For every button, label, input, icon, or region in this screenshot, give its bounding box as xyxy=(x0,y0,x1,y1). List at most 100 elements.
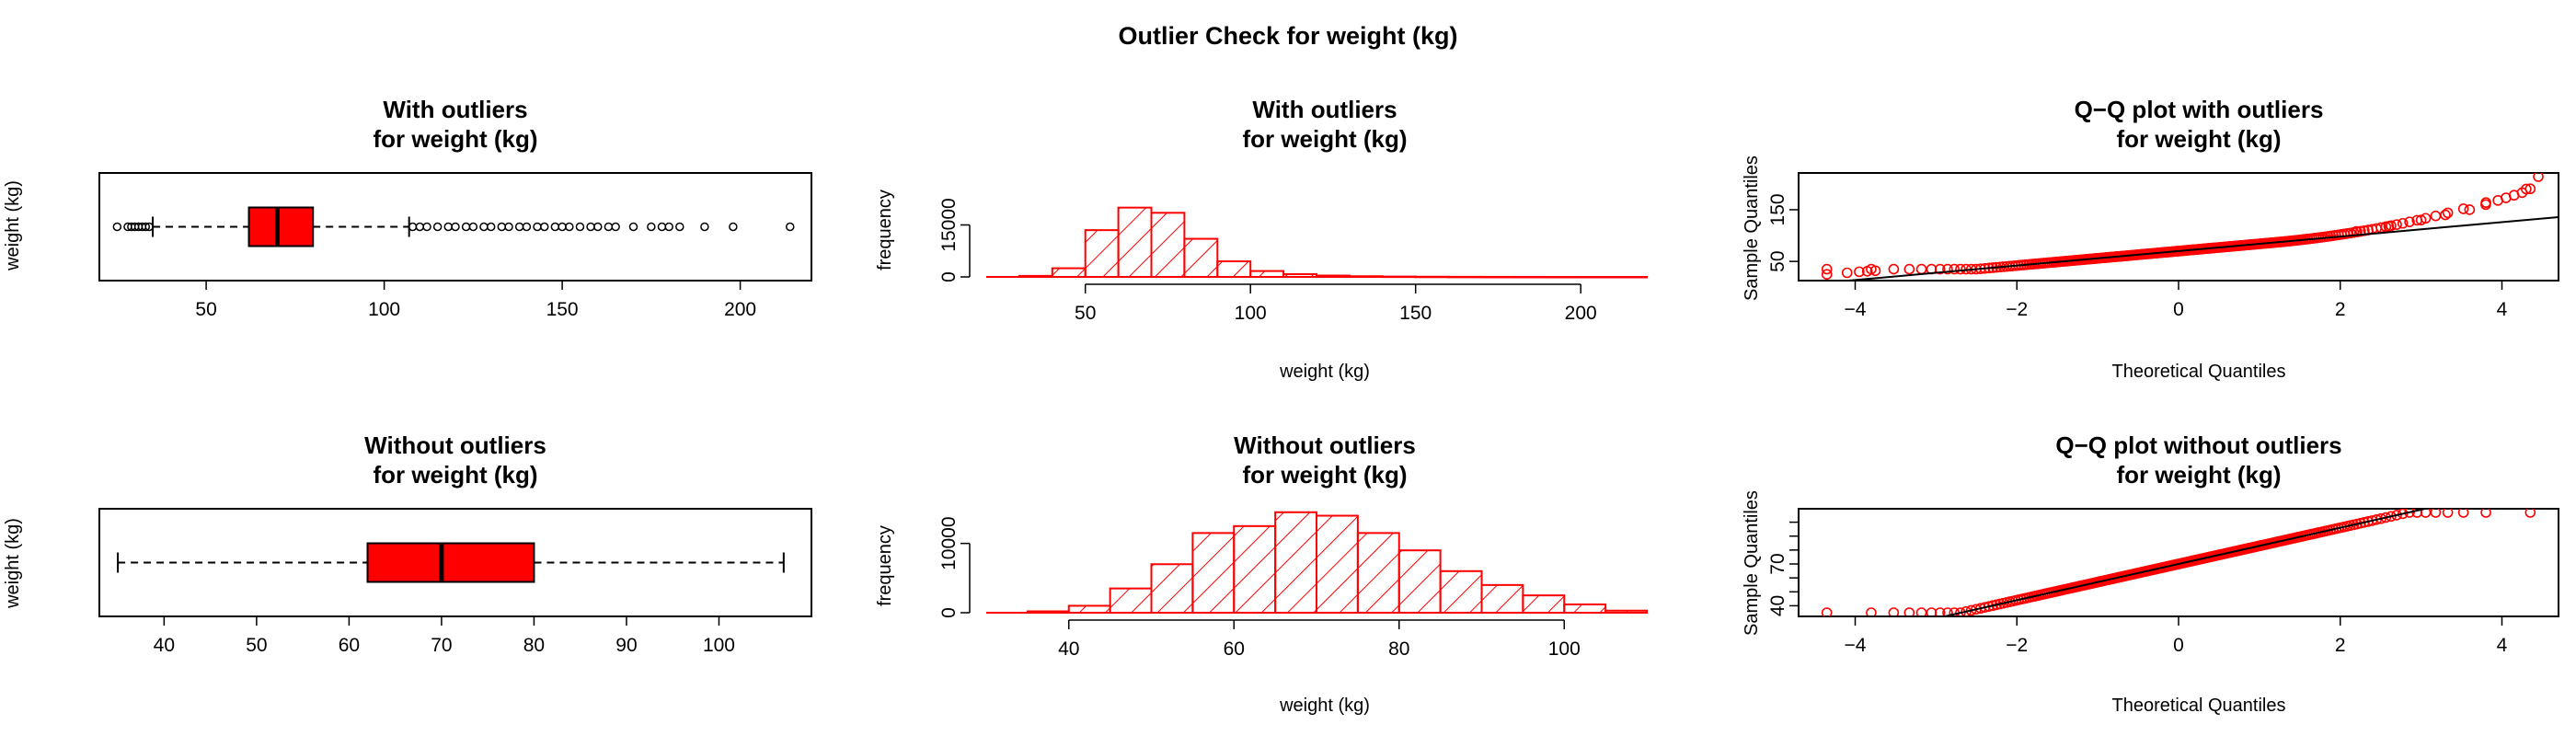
x-tick-label: 150 xyxy=(1399,303,1432,324)
x-tick-label: −4 xyxy=(1845,635,1867,656)
x-tick-label: 0 xyxy=(2173,299,2184,320)
histogram-bar xyxy=(1233,524,1277,614)
x-tick-label: −4 xyxy=(1845,299,1867,320)
histogram-bar xyxy=(1580,275,1616,279)
x-tick-label: 200 xyxy=(1565,303,1597,324)
qq-point xyxy=(2420,509,2432,518)
histogram-bar xyxy=(1348,275,1384,279)
x-tick-label: 80 xyxy=(1388,638,1409,660)
outlier-point xyxy=(575,222,585,232)
x-tick-label: 4 xyxy=(2497,635,2508,656)
panel-title-line1: With outliers xyxy=(1252,96,1397,123)
x-tick-label: 50 xyxy=(195,299,216,320)
panel-title-line1: Q−Q plot with outliers xyxy=(2075,96,2324,123)
outlier-point xyxy=(408,222,418,232)
qq-point xyxy=(1854,266,1865,278)
qq-point xyxy=(1821,269,1833,280)
qq-point xyxy=(2355,225,2366,237)
histogram-bar xyxy=(1563,603,1607,615)
boxplot-marks xyxy=(117,542,785,583)
qq-point xyxy=(2383,221,2395,232)
qq-point xyxy=(2521,183,2532,195)
qq-point xyxy=(1869,265,1881,277)
outlier-point xyxy=(664,222,673,232)
outlier-point xyxy=(415,222,425,232)
outlier-point xyxy=(647,222,656,232)
qq-point xyxy=(1942,263,1953,275)
panel-title-line1: Without outliers xyxy=(364,431,546,459)
outlier-point xyxy=(486,222,496,232)
x-tick-label: 2 xyxy=(2335,299,2346,320)
x-tick-label: 80 xyxy=(523,635,545,656)
qq-point xyxy=(1934,263,1946,275)
qq-point xyxy=(2440,209,2451,221)
qq-point xyxy=(2430,509,2442,518)
histogram-bar xyxy=(1613,275,1648,279)
histogram-bar xyxy=(1274,511,1317,614)
x-axis: 40 50 60 70 80 90 100 xyxy=(154,615,735,656)
qq-point xyxy=(1888,607,1900,616)
x-axis: 40 60 80 100 xyxy=(1058,619,1581,660)
qq-point xyxy=(1942,607,1953,616)
histogram-bar xyxy=(1480,583,1524,614)
x-tick-label: 150 xyxy=(546,299,579,320)
histogram-with-outliers-panel: With outliers for weight (kg) frequency … xyxy=(875,96,1648,382)
x-tick-label: 60 xyxy=(339,635,360,656)
x-tick-label: 2 xyxy=(2335,635,2346,656)
outlier-point xyxy=(540,222,549,232)
qq-plot-without-outliers-panel: Q−Q plot without outliers for weight (kg… xyxy=(1742,431,2559,716)
outlier-point xyxy=(786,222,795,232)
histogram-bar xyxy=(1316,274,1351,279)
outlier-point xyxy=(497,222,507,232)
qq-point xyxy=(2391,510,2402,521)
x-axis-label: Theoretical Quantiles xyxy=(2112,362,2286,382)
y-axis-label: frequency xyxy=(875,525,895,606)
y-axis: 50 150 xyxy=(1767,193,1800,272)
x-axis: 50 100 150 200 xyxy=(195,280,756,320)
histogram-bar xyxy=(1051,267,1087,279)
x-tick-label: 100 xyxy=(1548,638,1581,660)
histogram-bar xyxy=(1397,549,1442,615)
outlier-point xyxy=(468,222,478,232)
histogram-bar xyxy=(1480,275,1516,279)
qq-point xyxy=(2480,509,2491,518)
boxplot-with-outliers-panel: With outliers for weight (kg) weight (kg… xyxy=(3,96,812,320)
y-tick-label: 0 xyxy=(938,271,960,282)
qq-point xyxy=(1915,607,1927,616)
x-axis: 50 100 150 200 xyxy=(1075,283,1597,324)
x-tick-label: 50 xyxy=(246,635,267,656)
y-axis: 0 15000 xyxy=(938,198,971,282)
x-tick-label: 100 xyxy=(1235,303,1267,324)
qq-point xyxy=(1841,267,1853,279)
qq-point xyxy=(2430,210,2442,222)
qq-point xyxy=(1984,601,1995,612)
y-tick-label: 50 xyxy=(1767,250,1788,271)
qq-point xyxy=(2420,213,2432,224)
x-tick-label: 40 xyxy=(154,635,175,656)
histogram-bar xyxy=(1117,206,1153,279)
qq-point xyxy=(2464,204,2476,215)
outlier-point xyxy=(657,222,667,232)
outlier-point xyxy=(443,222,454,232)
y-tick-label: 150 xyxy=(1767,193,1788,225)
histogram-bar xyxy=(1067,604,1111,615)
y-axis-label: Sample Quantiles xyxy=(1742,155,1762,301)
qq-point xyxy=(2397,217,2409,229)
histogram-bar xyxy=(1381,275,1417,279)
y-axis-label: Sample Quantiles xyxy=(1742,490,1762,636)
panel-title-line2: for weight (kg) xyxy=(373,125,537,153)
y-axis-label: weight (kg) xyxy=(3,518,23,609)
histogram-bar xyxy=(1447,275,1483,279)
panel-title-line2: for weight (kg) xyxy=(1242,461,1407,489)
y-axis: 40 70 xyxy=(1767,521,1800,616)
histogram-bar xyxy=(1150,212,1186,278)
x-tick-label: 100 xyxy=(703,635,735,656)
outlier-point xyxy=(628,222,638,232)
qq-point xyxy=(2457,203,2469,214)
qq-point xyxy=(1949,263,1961,275)
qq-point xyxy=(2480,199,2491,211)
x-tick-label: 4 xyxy=(2497,299,2508,320)
panel-title-line1: Without outliers xyxy=(1234,431,1416,459)
x-tick-label: −2 xyxy=(2006,635,2028,656)
